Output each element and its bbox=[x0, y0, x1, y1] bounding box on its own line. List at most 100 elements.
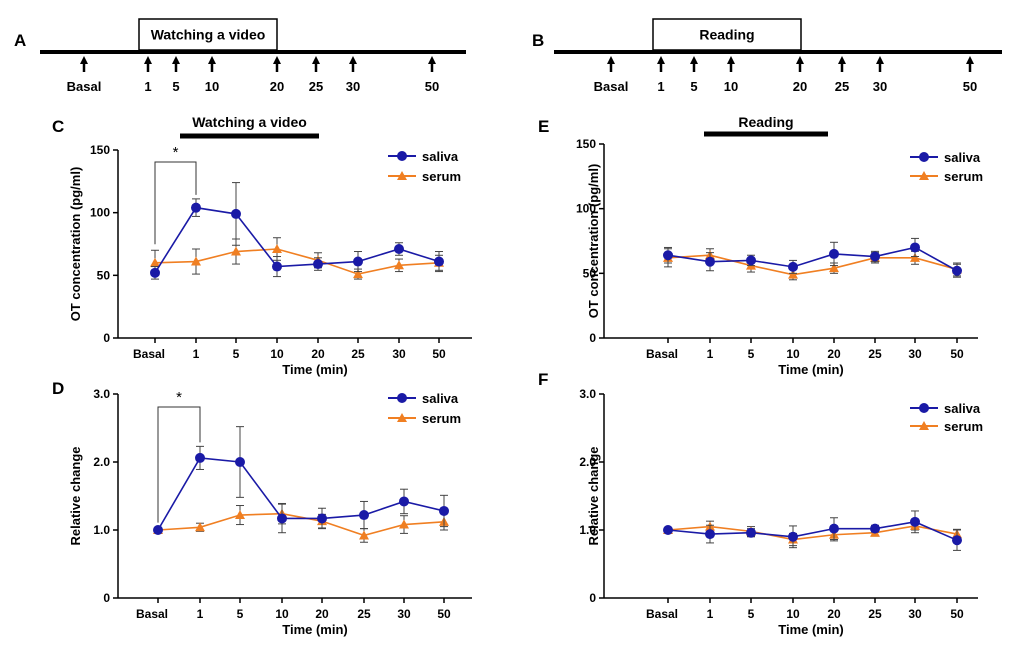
x-tick-label: Basal bbox=[646, 607, 678, 621]
y-tick-label: 100 bbox=[576, 202, 596, 216]
y-axis-label: OT concentration (pg/ml) bbox=[586, 164, 601, 319]
x-tick-label: 25 bbox=[868, 607, 882, 621]
x-tick-label: 20 bbox=[315, 607, 329, 621]
chart-panel-d: D 0 1.0 2.0 3.0 Basal 1 5 10 20 25 30 50 Time (min) Re… bbox=[52, 379, 472, 637]
x-tick-label: 25 bbox=[351, 347, 365, 361]
x-tick-label: 5 bbox=[233, 347, 240, 361]
timepoint-label: 25 bbox=[309, 79, 323, 94]
significance-star: * bbox=[176, 389, 182, 406]
timepoint-label: 5 bbox=[172, 79, 179, 94]
y-tick-label: 2.0 bbox=[579, 455, 596, 469]
panel-label: B bbox=[532, 31, 544, 50]
x-tick-label: 20 bbox=[827, 607, 841, 621]
x-tick-label: 30 bbox=[908, 347, 922, 361]
timepoint-label: 5 bbox=[690, 79, 697, 94]
timeline-box-label: Watching a video bbox=[151, 27, 266, 43]
data-point-saliva bbox=[870, 251, 880, 262]
legend-marker-serum bbox=[397, 413, 407, 422]
x-axis-label: Time (min) bbox=[778, 362, 844, 377]
chart-title: Watching a video bbox=[192, 114, 307, 130]
data-point-saliva bbox=[150, 267, 160, 278]
timepoint-label: 50 bbox=[963, 79, 977, 94]
data-point-saliva bbox=[439, 505, 449, 516]
data-point-saliva bbox=[788, 531, 798, 542]
data-point-serum bbox=[910, 252, 920, 262]
y-tick-label: 50 bbox=[583, 266, 597, 280]
legend-marker-saliva bbox=[919, 152, 929, 162]
data-point-saliva bbox=[870, 523, 880, 534]
panel-label: C bbox=[52, 117, 64, 136]
series-serum bbox=[150, 237, 444, 280]
data-point-serum bbox=[394, 260, 404, 270]
legend: saliva serum bbox=[910, 150, 983, 184]
timepoint-label: 25 bbox=[835, 79, 849, 94]
x-tick-label: 50 bbox=[437, 607, 451, 621]
y-tick-label: 50 bbox=[97, 268, 111, 282]
data-point-saliva bbox=[277, 513, 287, 524]
significance-line bbox=[157, 406, 201, 523]
data-point-saliva bbox=[910, 516, 920, 527]
series-line-serum bbox=[667, 254, 958, 276]
data-point-serum bbox=[399, 519, 409, 529]
x-tick-label: 1 bbox=[197, 607, 204, 621]
x-tick-label: 5 bbox=[748, 347, 755, 361]
data-point-saliva bbox=[153, 525, 163, 535]
legend: saliva serum bbox=[388, 391, 461, 426]
series-line-saliva bbox=[154, 206, 440, 274]
x-tick-label: 20 bbox=[827, 347, 841, 361]
timeline-box bbox=[138, 18, 278, 51]
legend-label-saliva: saliva bbox=[422, 391, 459, 406]
timeline-box-label: Reading bbox=[699, 27, 754, 43]
x-tick-label: 50 bbox=[432, 347, 446, 361]
data-point-serum bbox=[150, 257, 160, 267]
y-tick-label: 0 bbox=[589, 331, 596, 345]
x-tick-label: 30 bbox=[397, 607, 411, 621]
data-point-serum bbox=[195, 522, 205, 532]
series-saliva bbox=[663, 510, 962, 551]
series-line-serum bbox=[157, 512, 445, 537]
timepoint-label: Basal bbox=[594, 79, 629, 94]
data-point-saliva bbox=[317, 513, 327, 524]
data-point-serum bbox=[231, 246, 241, 256]
series-line-serum bbox=[154, 248, 440, 275]
legend-label-saliva: saliva bbox=[422, 149, 459, 164]
series-saliva bbox=[150, 182, 444, 280]
x-tick-label: 10 bbox=[786, 607, 800, 621]
series-line-saliva bbox=[667, 246, 958, 272]
y-tick-label: 100 bbox=[90, 206, 110, 220]
x-tick-label: 10 bbox=[275, 607, 289, 621]
legend-marker-saliva bbox=[397, 393, 407, 403]
chart-panel-c: C Watching a video 0 50 100 150 Basal 1 5 10 20 25 3… bbox=[52, 114, 472, 377]
data-point-saliva bbox=[705, 529, 715, 540]
data-point-serum bbox=[235, 510, 245, 520]
timeline-a: A Watching a video Basal 1 5 10 20 25 30 50 bbox=[14, 18, 466, 94]
data-point-saliva bbox=[663, 250, 673, 261]
timeline-box bbox=[652, 18, 802, 51]
x-tick-label: 1 bbox=[707, 347, 714, 361]
data-point-saliva bbox=[829, 248, 839, 259]
timepoint-label: 30 bbox=[346, 79, 360, 94]
timepoint-label: 10 bbox=[205, 79, 219, 94]
data-point-saliva bbox=[746, 527, 756, 538]
significance-bracket: * bbox=[154, 144, 197, 245]
x-tick-label: 25 bbox=[868, 347, 882, 361]
data-point-serum bbox=[353, 269, 363, 279]
data-point-saliva bbox=[191, 202, 201, 213]
data-point-saliva bbox=[235, 457, 245, 467]
data-point-saliva bbox=[313, 259, 323, 270]
data-point-serum bbox=[191, 256, 201, 266]
x-tick-label: 30 bbox=[908, 607, 922, 621]
x-axis-label: Time (min) bbox=[778, 622, 844, 637]
x-axis-label: Time (min) bbox=[282, 362, 348, 377]
data-point-saliva bbox=[952, 265, 962, 276]
data-point-saliva bbox=[195, 452, 205, 463]
x-tick-label: Basal bbox=[133, 347, 165, 361]
significance-line bbox=[154, 161, 197, 245]
y-axis-label: Relative change bbox=[586, 447, 601, 546]
x-tick-label: Basal bbox=[136, 607, 168, 621]
legend-label-saliva: saliva bbox=[944, 150, 981, 165]
timepoint-label: 1 bbox=[144, 79, 151, 94]
legend-label-saliva: saliva bbox=[944, 401, 981, 416]
x-tick-label: 20 bbox=[311, 347, 325, 361]
panel-label: F bbox=[538, 370, 548, 389]
